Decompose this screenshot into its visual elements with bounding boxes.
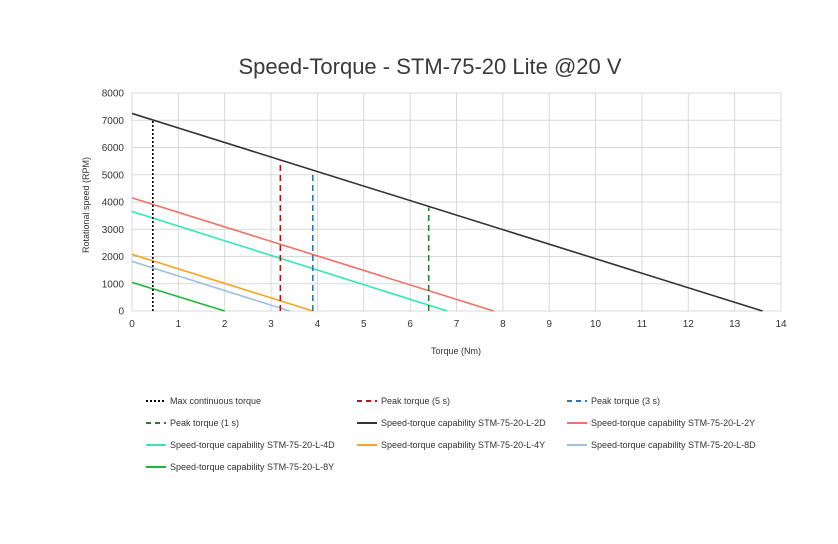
grid: [131, 92, 782, 312]
y-tick-label: 1000: [102, 279, 125, 290]
x-tick-label: 2: [222, 319, 228, 330]
legend-label: Speed-torque capability STM-75-20-L-2Y: [591, 418, 755, 428]
legend-label: Speed-torque capability STM-75-20-L-8D: [591, 440, 756, 450]
x-tick-label: 8: [500, 319, 506, 330]
x-tick-label: 14: [775, 319, 787, 330]
series-line-4: [131, 112, 763, 312]
legend-label: Peak torque (5 s): [381, 396, 450, 406]
x-tick-label: 10: [590, 319, 602, 330]
y-tick-label: 0: [118, 307, 124, 318]
x-tick-label: 0: [129, 319, 135, 330]
x-tick-label: 4: [315, 319, 321, 330]
y-tick-label: 8000: [102, 89, 125, 100]
chart-title: Speed-Torque - STM-75-20 Lite @20 V: [238, 54, 621, 79]
legend-label: Max continuous torque: [170, 396, 261, 406]
x-tick-label: 3: [268, 319, 274, 330]
x-tick-label: 6: [407, 319, 413, 330]
x-tick-label: 9: [546, 319, 552, 330]
series-line-5: [131, 197, 494, 312]
x-tick-label: 13: [729, 319, 741, 330]
y-axis-label: Rotational speed (RPM): [81, 157, 91, 253]
y-tick-label: 7000: [102, 116, 125, 127]
axis-ticks: 0 1 2 3 4 5 6 7 8 9 10 11 12 13 1401000200030004000500…: [102, 89, 787, 331]
legend-label: Speed-torque capability STM-75-20-L-4Y: [381, 440, 545, 450]
series-line-6: [131, 210, 448, 312]
series-line-7: [131, 253, 314, 312]
legend: Max continuous torque Peak torque (5 s) Pe…: [146, 396, 756, 472]
x-tick-label: 11: [637, 319, 648, 330]
y-tick-label: 4000: [102, 198, 125, 209]
series-line-8: [131, 260, 290, 312]
y-tick-label: 3000: [102, 225, 125, 236]
plot-series: [131, 112, 763, 312]
legend-label: Speed-torque capability STM-75-20-L-4D: [170, 440, 335, 450]
series-line-9: [131, 281, 225, 312]
y-tick-label: 2000: [102, 252, 125, 263]
y-tick-label: 5000: [102, 170, 125, 181]
legend-label: Speed-torque capability STM-75-20-L-8Y: [170, 462, 334, 472]
y-tick-label: 6000: [102, 143, 125, 154]
legend-label: Peak torque (1 s): [170, 418, 239, 428]
x-axis-label: Torque (Nm): [431, 346, 481, 356]
x-tick-label: 12: [683, 319, 695, 330]
x-tick-label: 1: [176, 319, 182, 330]
legend-label: Speed-torque capability STM-75-20-L-2D: [381, 418, 546, 428]
x-tick-label: 7: [454, 319, 460, 330]
x-tick-label: 5: [361, 319, 367, 330]
legend-label: Peak torque (3 s): [591, 396, 660, 406]
